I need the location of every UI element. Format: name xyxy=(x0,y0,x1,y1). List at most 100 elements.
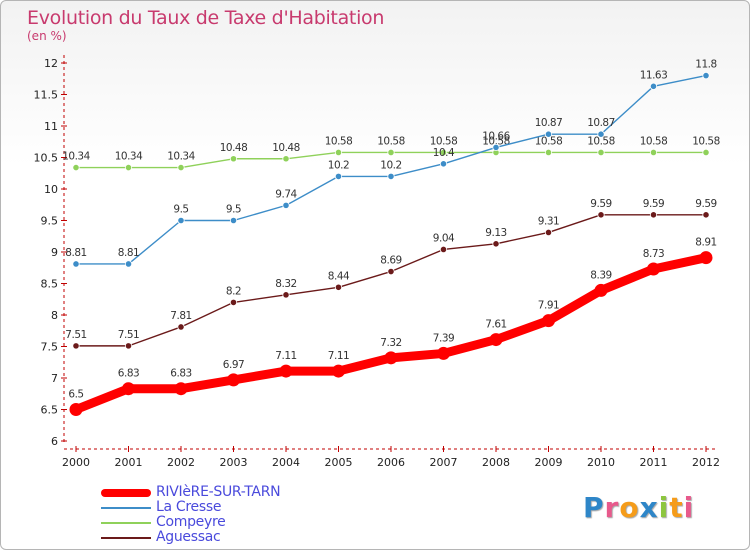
data-point xyxy=(544,130,553,138)
data-point xyxy=(334,148,343,157)
data-label: 10.34 xyxy=(115,151,143,163)
data-label: 7.81 xyxy=(170,310,191,322)
series-3: 7.51 7.51 7.81 8.2 8.32 8.44 8.69 9.04 9.13 9.31 9… xyxy=(65,198,717,350)
data-label: 8.32 xyxy=(275,278,296,290)
data-point xyxy=(282,201,290,209)
data-point xyxy=(387,148,395,157)
legend-label: Aguessac xyxy=(156,529,221,545)
data-label: 8.73 xyxy=(643,248,664,260)
x-tick-label: 2006 xyxy=(377,456,405,469)
data-label: 7.11 xyxy=(328,350,349,362)
data-point xyxy=(124,342,133,350)
y-tick-label: 6 xyxy=(51,435,58,448)
legend-label: La Cresse xyxy=(156,499,222,515)
data-point xyxy=(647,262,660,276)
data-label: 10.34 xyxy=(62,151,90,163)
x-tick-label: 2008 xyxy=(482,456,510,469)
data-label: 6.5 xyxy=(68,389,83,401)
data-point xyxy=(439,148,448,157)
x-tick-label: 2012 xyxy=(692,456,720,469)
data-point xyxy=(649,82,658,90)
data-label: 10.2 xyxy=(380,159,401,171)
data-label: 10.34 xyxy=(167,151,195,163)
data-point xyxy=(597,130,605,138)
data-label: 6.83 xyxy=(170,368,191,380)
x-tick-label: 2001 xyxy=(115,456,143,469)
data-label: 9.5 xyxy=(173,204,188,216)
data-label: 10.2 xyxy=(328,159,349,171)
data-label: 8.81 xyxy=(65,247,86,259)
data-point xyxy=(489,333,503,347)
series-layer: 10.34 10.34 10.34 10.48 10.48 10.58 10.58 10.58… xyxy=(62,59,720,416)
y-tick-label: 9 xyxy=(51,246,58,259)
x-tick-label: 2011 xyxy=(640,456,668,469)
data-point xyxy=(177,163,185,172)
data-label: 9.59 xyxy=(695,198,716,210)
data-point xyxy=(544,228,553,237)
data-label: 9.59 xyxy=(590,198,611,210)
y-tick-label: 12 xyxy=(44,57,58,70)
data-label: 7.51 xyxy=(65,329,86,341)
data-label: 7.32 xyxy=(380,337,401,349)
data-label: 7.51 xyxy=(118,329,139,341)
data-label: 8.44 xyxy=(328,270,350,282)
data-point xyxy=(72,260,80,268)
data-point xyxy=(597,211,605,219)
data-label: 10.48 xyxy=(220,142,248,154)
proxiti-logo: Proxiti xyxy=(583,491,695,524)
data-point xyxy=(542,314,555,328)
data-point xyxy=(439,245,448,254)
data-point xyxy=(649,148,658,157)
y-tick-label: 6.5 xyxy=(41,404,59,417)
data-label: 10.87 xyxy=(535,117,563,129)
data-label: 6.97 xyxy=(223,359,244,371)
x-tick-label: 2000 xyxy=(62,456,90,469)
data-label: 8.91 xyxy=(695,237,716,249)
data-label: 7.91 xyxy=(538,300,559,312)
y-tick-label: 10 xyxy=(44,183,58,196)
data-point xyxy=(174,382,188,396)
data-label: 8.2 xyxy=(226,285,241,297)
legend-swatch xyxy=(101,522,151,524)
data-point xyxy=(69,403,83,416)
x-tick-label: 2002 xyxy=(167,456,195,469)
legend-swatch xyxy=(101,489,151,497)
data-point xyxy=(334,172,343,180)
data-point xyxy=(594,283,608,297)
data-label: 9.04 xyxy=(433,232,455,244)
data-point xyxy=(492,240,500,248)
data-label: 7.61 xyxy=(485,319,506,331)
data-label: 10.58 xyxy=(377,135,405,147)
data-label: 9.74 xyxy=(275,188,297,200)
series-2: 10.34 10.34 10.34 10.48 10.48 10.58 10.58 10.58… xyxy=(62,135,720,172)
data-label: 7.11 xyxy=(275,350,296,362)
data-point xyxy=(699,251,713,265)
data-label: 10.58 xyxy=(640,135,668,147)
data-label: 9.5 xyxy=(226,204,241,216)
data-label: 10.58 xyxy=(587,135,615,147)
data-label: 10.58 xyxy=(325,135,353,147)
data-point xyxy=(544,148,553,157)
data-label: 9.13 xyxy=(485,227,506,239)
data-label: 8.69 xyxy=(380,255,401,267)
x-tick-label: 2010 xyxy=(587,456,615,469)
data-point xyxy=(229,298,238,306)
data-label: 10.48 xyxy=(272,142,300,154)
x-tick-label: 2004 xyxy=(272,456,300,469)
x-tick-label: 2009 xyxy=(535,456,563,469)
series-1: 8.81 8.81 9.5 9.5 9.74 10.2 10.2 10.4 10.66 10.87… xyxy=(65,59,717,268)
data-point xyxy=(387,267,395,276)
data-point xyxy=(384,351,398,365)
y-tick-label: 10.5 xyxy=(34,152,59,165)
data-label: 10.58 xyxy=(482,135,510,147)
y-tick-label: 11 xyxy=(44,120,58,133)
x-tick-label: 2003 xyxy=(220,456,248,469)
data-label: 10.58 xyxy=(692,135,720,147)
data-label: 9.59 xyxy=(643,198,664,210)
data-point xyxy=(124,260,133,268)
data-point xyxy=(437,346,450,360)
chart-title: Evolution du Taux de Taxe d'Habitation xyxy=(27,7,385,29)
data-point xyxy=(229,216,238,225)
y-tick-label: 11.5 xyxy=(34,89,59,102)
